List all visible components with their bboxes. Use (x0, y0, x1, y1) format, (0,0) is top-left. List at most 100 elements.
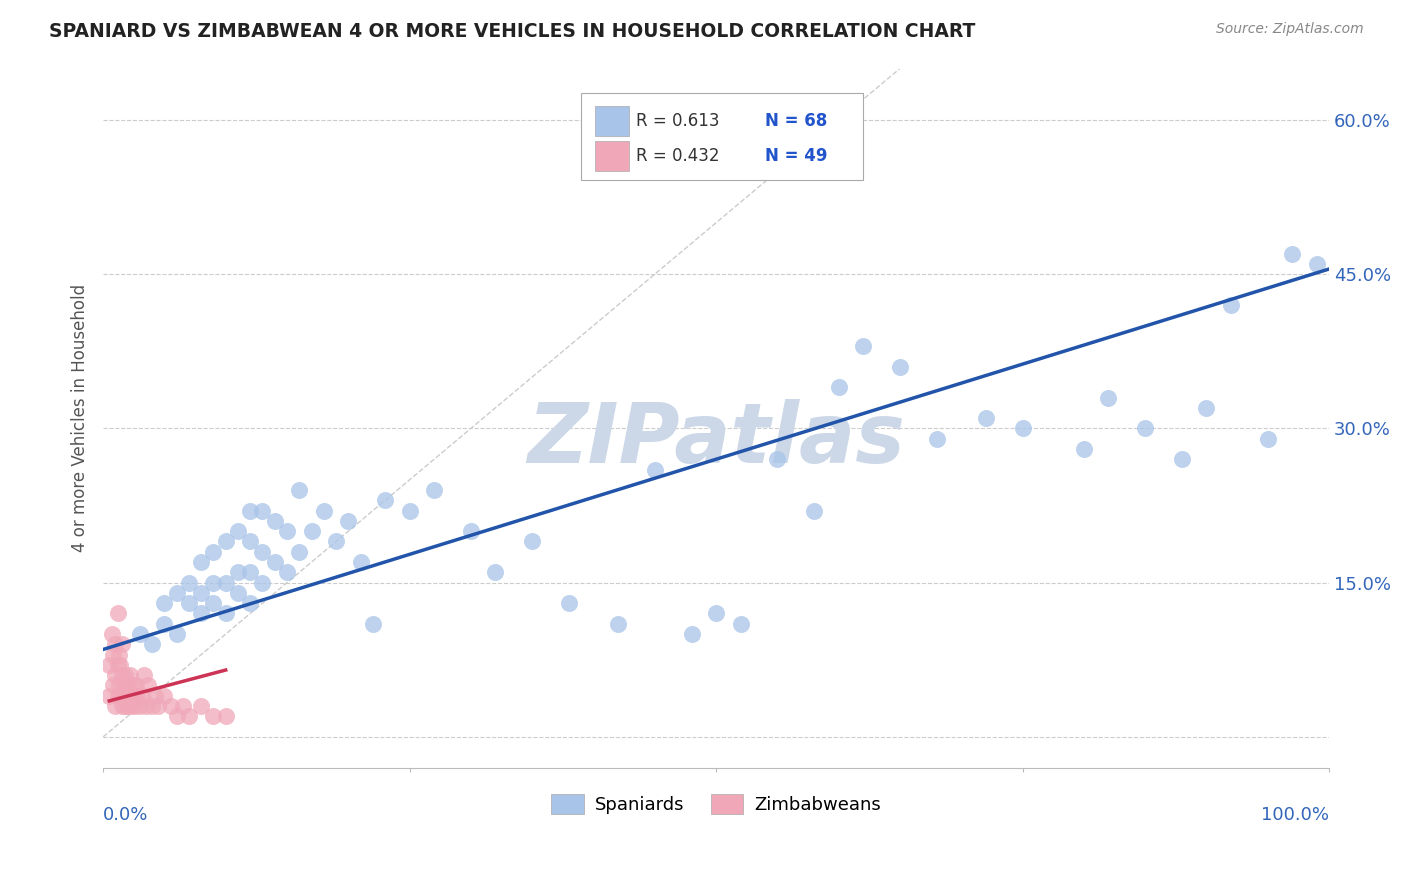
Point (252, 545, 274, 559)
Point (177, 575, 200, 590)
Point (115, 689, 138, 703)
Point (124, 698, 146, 713)
Point (1011, 421, 1033, 435)
Point (131, 689, 153, 703)
Point (107, 607, 129, 621)
Point (730, 616, 752, 631)
Point (263, 514, 285, 528)
Point (100, 627, 122, 641)
Point (312, 503, 335, 517)
Point (239, 566, 262, 580)
Point (252, 503, 274, 517)
Point (112, 678, 135, 692)
Point (1306, 257, 1329, 271)
Point (107, 689, 129, 703)
Point (202, 596, 225, 610)
Point (889, 359, 911, 374)
Point (361, 616, 384, 631)
Text: N = 49: N = 49 (765, 147, 828, 165)
Point (110, 689, 132, 703)
Point (215, 709, 238, 723)
Text: 0.0%: 0.0% (103, 806, 149, 824)
Point (1097, 391, 1119, 405)
Point (263, 555, 285, 569)
Point (148, 698, 170, 713)
Point (337, 514, 360, 528)
Point (120, 698, 142, 713)
Point (226, 524, 249, 539)
Point (423, 483, 446, 497)
Point (1073, 442, 1095, 456)
Point (177, 709, 200, 723)
Point (125, 678, 148, 692)
Point (325, 534, 347, 549)
Text: N = 68: N = 68 (765, 112, 827, 130)
Point (153, 616, 176, 631)
Point (215, 575, 238, 590)
Point (190, 586, 212, 600)
Point (852, 339, 875, 353)
Point (239, 503, 262, 517)
Point (135, 698, 157, 713)
Point (766, 452, 789, 467)
Point (129, 627, 152, 641)
Point (153, 596, 176, 610)
Point (110, 668, 132, 682)
Point (1219, 298, 1241, 312)
Point (374, 493, 396, 508)
Point (226, 586, 249, 600)
Point (110, 698, 132, 713)
Point (190, 555, 212, 569)
Point (104, 637, 127, 651)
Point (114, 668, 136, 682)
Point (681, 627, 703, 641)
Point (202, 545, 225, 559)
Legend: Spaniards, Zimbabweans: Spaniards, Zimbabweans (544, 787, 889, 822)
Point (827, 380, 849, 394)
Point (138, 678, 160, 692)
Point (172, 698, 194, 713)
Text: SPANIARD VS ZIMBABWEAN 4 OR MORE VEHICLES IN HOUSEHOLD CORRELATION CHART: SPANIARD VS ZIMBABWEAN 4 OR MORE VEHICLE… (49, 22, 976, 41)
Point (166, 586, 188, 600)
Point (349, 555, 371, 569)
Point (460, 524, 482, 539)
Point (98, 689, 121, 703)
Point (159, 698, 181, 713)
Point (129, 698, 152, 713)
Point (153, 689, 176, 703)
Point (107, 657, 129, 672)
Point (522, 534, 544, 549)
Point (166, 709, 188, 723)
Point (398, 503, 420, 517)
Text: R = 0.432: R = 0.432 (637, 147, 720, 165)
Point (644, 462, 666, 476)
Point (1257, 432, 1279, 446)
Point (166, 627, 188, 641)
Text: R = 0.613: R = 0.613 (637, 112, 720, 130)
Text: 100.0%: 100.0% (1261, 806, 1329, 824)
Point (215, 534, 238, 549)
FancyBboxPatch shape (581, 93, 863, 180)
Point (143, 689, 166, 703)
Point (114, 698, 136, 713)
Point (288, 483, 311, 497)
Point (111, 689, 134, 703)
Point (288, 545, 311, 559)
Text: Source: ZipAtlas.com: Source: ZipAtlas.com (1216, 22, 1364, 37)
Point (117, 698, 139, 713)
Point (117, 678, 139, 692)
Point (239, 596, 262, 610)
Point (122, 689, 145, 703)
Point (104, 668, 127, 682)
Point (974, 411, 997, 425)
Point (607, 616, 630, 631)
Point (276, 524, 298, 539)
Point (239, 534, 262, 549)
Point (118, 689, 141, 703)
Point (1281, 246, 1303, 260)
Point (132, 668, 155, 682)
Point (108, 678, 131, 692)
Point (104, 698, 127, 713)
Point (101, 648, 124, 662)
Point (215, 607, 238, 621)
